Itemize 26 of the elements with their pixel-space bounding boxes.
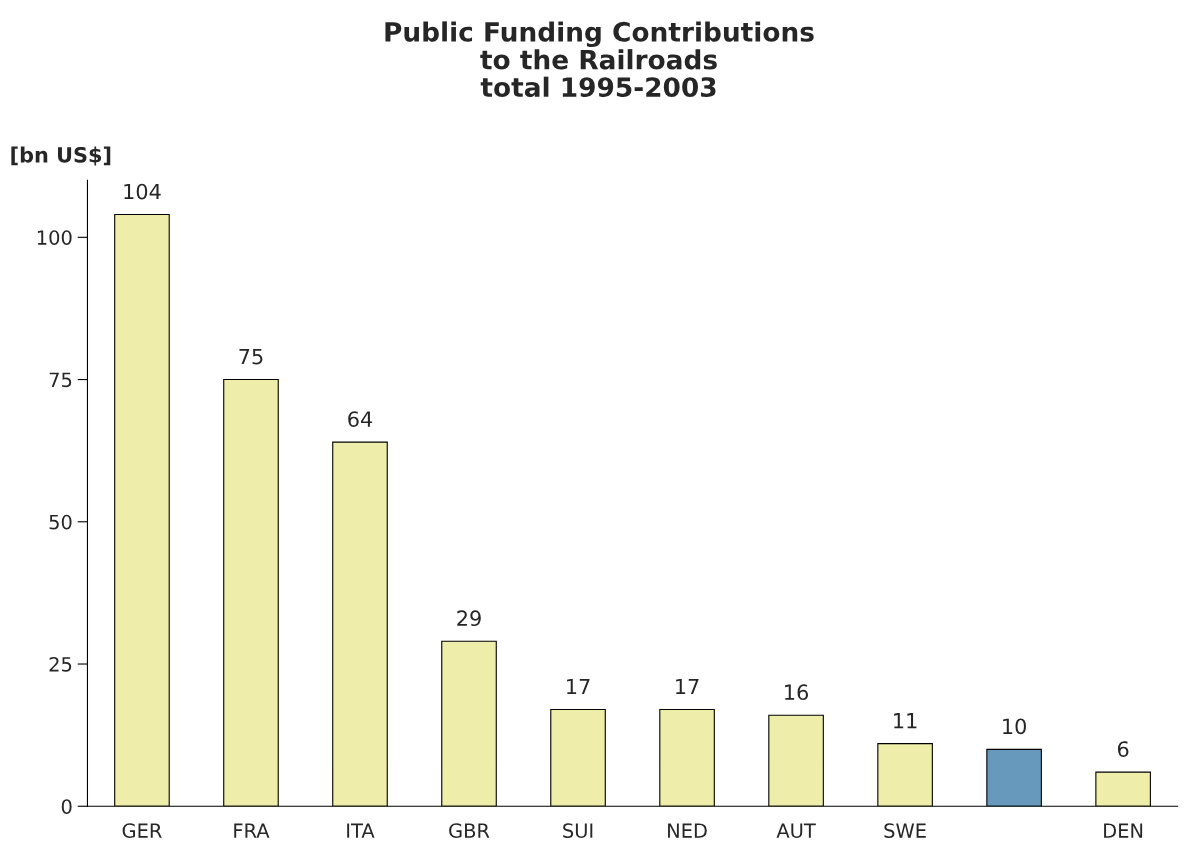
y-axis-title: [bn US$] — [11, 146, 111, 166]
y-tick-label: 100 — [37, 230, 72, 245]
x-tick-label: NED — [668, 823, 707, 838]
x-tick-label: GBR — [449, 823, 490, 838]
data-label: 17 — [567, 678, 590, 695]
y-tick-label: 25 — [49, 656, 72, 672]
x-tick-label: SUI — [563, 823, 593, 838]
x-tick-label: FRA — [234, 823, 270, 838]
x-tick-label: DEN — [1104, 823, 1143, 838]
chart-title: Public Funding Contributions to the Railroads total 1995-2003 — [385, 21, 814, 98]
data-label: 11 — [894, 713, 917, 729]
x-tick-label: ITA — [347, 823, 375, 838]
x-tick-label: GER — [122, 823, 162, 838]
data-label: 17 — [676, 678, 699, 695]
data-label: 29 — [457, 610, 481, 627]
data-label: 64 — [348, 411, 373, 427]
data-label: 104 — [124, 183, 161, 200]
x-tick-label: AUT — [776, 823, 816, 838]
y-tick-label: 50 — [49, 514, 72, 530]
data-label: 10 — [1003, 718, 1026, 735]
data-label: 6 — [1117, 741, 1129, 757]
y-tick-label: 75 — [49, 372, 72, 388]
data-label: 16 — [785, 684, 809, 701]
y-tick-label: 0 — [61, 799, 72, 814]
data-label: 75 — [239, 348, 263, 365]
x-tick-label: SWE — [884, 823, 926, 838]
